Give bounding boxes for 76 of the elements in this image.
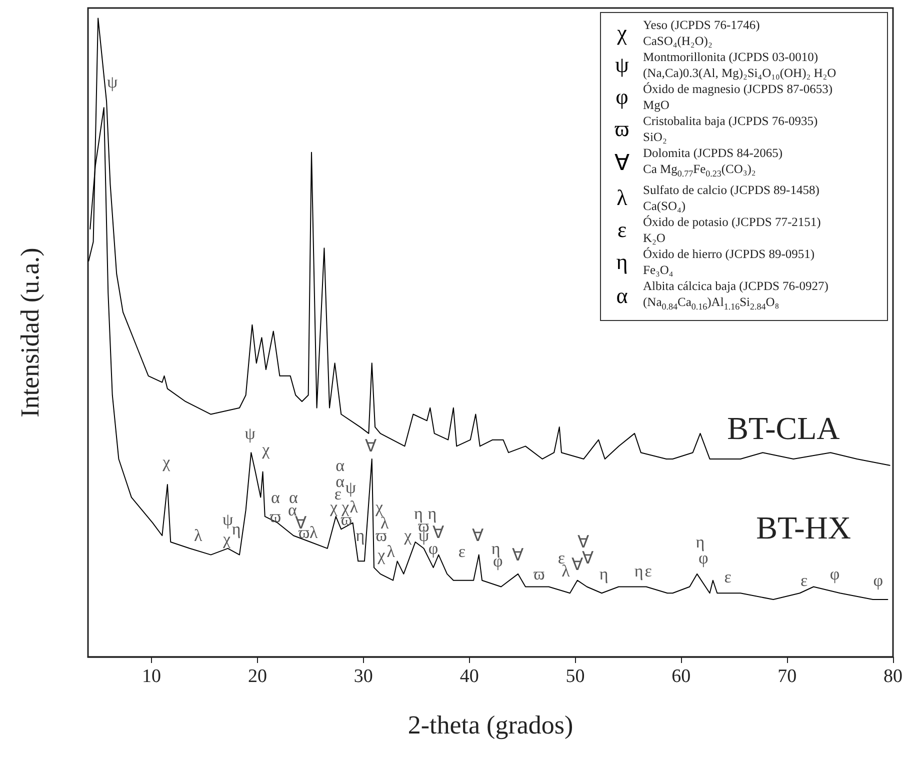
x-axis-title: 2-theta (grados) — [408, 710, 574, 740]
annotation: Yeso (JCPDS 76-1746) — [643, 17, 760, 33]
annotation: ∀ — [614, 150, 630, 176]
annotation: η — [615, 248, 629, 274]
annotation: ∀ — [571, 554, 584, 574]
x-tick-label: 60 — [672, 666, 691, 687]
annotation: χ — [340, 497, 350, 516]
annotation: K₂O — [643, 230, 666, 246]
x-tick-label: 50 — [566, 666, 585, 687]
y-axis-title: Intensidad (u.a.) — [16, 248, 44, 418]
annotation: ϖ — [534, 564, 545, 584]
x-tick-label: 30 — [354, 666, 373, 687]
annotation: η — [428, 504, 437, 523]
annotation: λ — [616, 184, 628, 210]
series-label: BT-CLA — [727, 410, 840, 446]
annotation: χ — [374, 497, 384, 516]
annotation: ϖ — [614, 116, 630, 142]
annotation: φ — [873, 570, 884, 590]
annotation: SiO₂ — [643, 129, 668, 145]
annotation: χ — [162, 452, 171, 472]
annotation: ∀ — [472, 526, 484, 546]
annotation: MgO — [643, 97, 670, 113]
annotation: Ca Mg$_{0.77}$Fe$_{0.23}$(CO₃)₂ — [643, 161, 757, 180]
annotation: Cristobalita baja (JCPDS 76-0935) — [643, 113, 818, 129]
annotation: CaSO₄(H₂O)₂ — [643, 33, 714, 49]
annotation: Óxido de potasio (JCPDS 77-2151) — [643, 214, 821, 230]
series-label: BT-HX — [756, 510, 851, 546]
x-tick-label: 10 — [142, 666, 162, 687]
x-tick-label: 70 — [778, 666, 797, 687]
annotation: χ — [616, 20, 628, 46]
annotation: η — [356, 526, 365, 546]
annotation: ψ — [222, 510, 234, 530]
annotation: ∀ — [512, 545, 524, 564]
annotation: ψ — [107, 72, 118, 92]
annotation: α — [615, 282, 629, 309]
annotation: η — [696, 532, 705, 552]
annotation: ψ — [244, 424, 256, 443]
annotation: Sulfato de calcio (JCPDS 89-1458) — [643, 182, 820, 198]
x-tick-label: 40 — [460, 666, 479, 687]
annotation: λ — [386, 542, 396, 562]
annotation: λ — [562, 561, 571, 580]
annotation: ψ — [614, 52, 630, 78]
x-tick-label: 20 — [248, 666, 267, 687]
annotation: ε — [644, 561, 652, 580]
annotation: Albita cálcica baja (JCPDS 76-0927) — [643, 278, 828, 294]
annotation: φ — [614, 84, 630, 110]
annotation: ε — [800, 570, 808, 590]
annotation: Dolomita (JCPDS 84-2065) — [643, 145, 783, 161]
annotation: ε — [616, 216, 628, 242]
annotation: χ — [376, 545, 386, 564]
annotation: ∀ — [364, 436, 377, 456]
annotation: χ — [403, 526, 412, 546]
annotation: Montmorillonita (JCPDS 03-0010) — [643, 49, 820, 65]
annotation: ε — [458, 542, 466, 562]
annotation: α — [271, 488, 280, 507]
annotation: ϖ — [270, 506, 282, 526]
annotation: Óxido de hierro (JCPDS 89-0951) — [643, 246, 815, 262]
annotation: φ — [830, 564, 840, 584]
annotation: η — [634, 561, 644, 580]
annotation: ψ — [345, 478, 356, 498]
annotation: Óxido de magnesio (JCPDS 87-0653) — [643, 81, 833, 97]
annotation: χ — [261, 440, 270, 459]
annotation: η — [599, 564, 608, 584]
annotation: η — [414, 504, 423, 523]
annotation: λ — [309, 522, 318, 542]
annotation: α — [289, 488, 298, 507]
annotation: (Na,Ca)0.3(Al, Mg)₂Si₄O₁₀(OH)₂ H₂O — [643, 65, 836, 81]
annotation: Ca(SO₄) — [643, 198, 687, 214]
annotation: χ — [222, 529, 231, 548]
annotation: Fe₃O₄ — [643, 262, 674, 278]
annotation: ε — [724, 568, 732, 587]
annotation: η — [232, 520, 241, 539]
annotation: λ — [194, 526, 204, 546]
annotation: λ — [350, 497, 359, 516]
text: (Na$_{0.84}$Ca$_{0.16}$)Al$_{1.16}$Si$_{2.84}$O₈ — [643, 294, 780, 311]
x-tick-label: 80 — [884, 666, 902, 687]
